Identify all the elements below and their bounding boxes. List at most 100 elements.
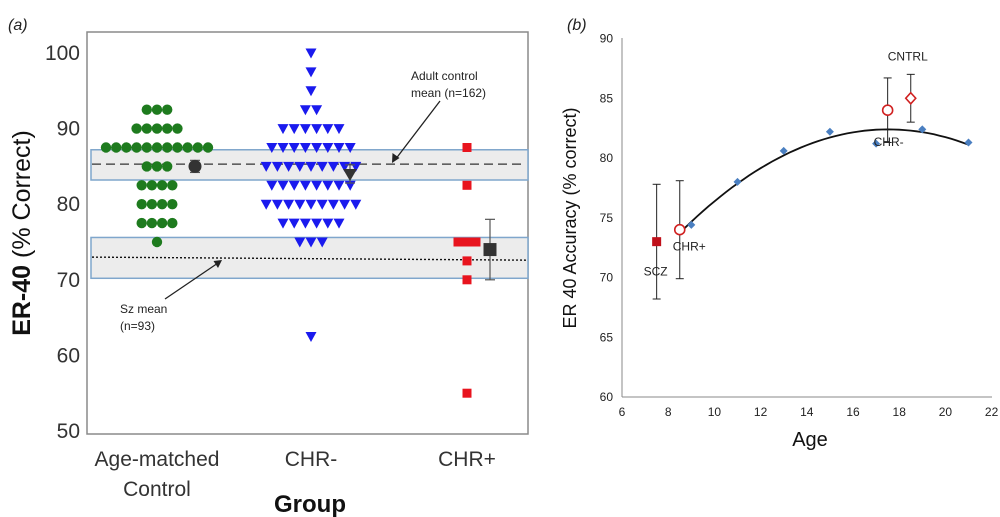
data-point: [151, 161, 163, 172]
axis-ticks: 6 8 10 12 14 16 18 20 22 60 65 70 75 80 85 90: [600, 32, 999, 420]
data-point: [131, 123, 142, 134]
group-marker: [881, 104, 894, 116]
data-point: [156, 180, 168, 191]
panel-a-plot-frame: [86, 31, 529, 435]
data-point: [283, 161, 295, 172]
data-point: [162, 123, 173, 134]
y-tick-label: 80: [600, 151, 614, 165]
data-point: [271, 199, 283, 210]
data-point: [316, 237, 328, 248]
panel-a: (a) 50 60 70 80 90 100 Age-matched Control CHR-…: [8, 17, 529, 517]
group-means: [188, 159, 497, 281]
group-marker: [673, 223, 686, 236]
data-point: [316, 161, 328, 172]
data-point: [327, 161, 339, 172]
normative-point: [733, 177, 742, 186]
group-markers: SCZ CHR+ CHR- CNTRL: [644, 49, 928, 300]
data-point: [462, 388, 472, 398]
group-label: CHR-: [874, 135, 904, 149]
y-tick-label: 85: [600, 91, 614, 105]
group-label: CHR+: [673, 240, 706, 254]
data-point: [305, 67, 317, 78]
data-point: [162, 161, 173, 172]
annotations: Adult control mean (n=162) Sz mean (n=93…: [120, 69, 486, 333]
data-point: [136, 180, 147, 191]
y-axis-label-bold: ER-40: [8, 265, 36, 336]
x-tick-label: 22: [985, 405, 999, 419]
data-point: [333, 124, 345, 135]
data-point: [288, 143, 300, 153]
data-point: [202, 142, 214, 153]
y-tick-label: 80: [57, 193, 80, 216]
sz-mean-label-line1: Sz mean: [120, 302, 167, 316]
group-marker: [904, 91, 917, 105]
data-point: [141, 142, 152, 153]
y-axis-label: ER-40 (% Correct): [8, 130, 36, 336]
sz-mean-line: [91, 256, 527, 261]
data-point: [322, 143, 334, 153]
x-tick-label: 8: [665, 405, 672, 419]
data-point: [271, 161, 283, 172]
sz-mean-arrow: [164, 262, 219, 300]
normative-point: [918, 125, 927, 134]
data-point: [172, 142, 183, 153]
data-point: [162, 142, 173, 153]
data-point: [294, 161, 306, 172]
group-marker: [652, 237, 662, 247]
data-point: [462, 143, 472, 152]
data-point: [277, 124, 289, 135]
x-tick-label: CHR-: [285, 448, 338, 471]
adult-mean-label-line2: mean (n=162): [411, 86, 486, 100]
data-point: [471, 237, 481, 247]
data-point: [462, 237, 472, 247]
data-point: [299, 124, 311, 135]
data-points: [100, 48, 481, 398]
data-point: [156, 217, 168, 229]
x-tick-label: Age-matched: [95, 448, 220, 471]
x-tick-label: 16: [846, 405, 860, 419]
x-tick-label: 6: [619, 405, 626, 419]
y-tick-label: 90: [600, 32, 614, 46]
x-tick-label: CHR+: [438, 448, 496, 471]
y-tick-label: 65: [600, 330, 614, 344]
y-axis-label: ER 40 Accuracy (% correct): [560, 107, 580, 328]
data-point: [305, 86, 317, 97]
x-tick-label: 14: [800, 405, 814, 419]
normative-point: [964, 138, 973, 147]
data-point: [151, 236, 163, 248]
data-point: [277, 180, 289, 191]
data-point: [344, 143, 356, 153]
data-point: [322, 218, 334, 229]
mean-marker: [188, 159, 202, 173]
data-point: [294, 199, 306, 210]
data-point: [146, 180, 158, 191]
data-point: [453, 237, 463, 247]
data-point: [266, 180, 278, 191]
data-point: [333, 218, 345, 229]
data-point: [141, 161, 152, 172]
data-point: [146, 217, 158, 229]
data-point: [339, 199, 351, 210]
normative-point: [687, 220, 696, 229]
x-axis-label: Group: [274, 491, 346, 517]
data-point: [156, 199, 168, 210]
data-point: [136, 217, 147, 229]
data-point: [311, 124, 323, 135]
data-point: [294, 237, 306, 248]
data-point: [151, 142, 163, 153]
data-point: [121, 142, 132, 153]
data-point: [462, 256, 472, 266]
data-point: [131, 142, 142, 153]
data-point: [162, 104, 173, 115]
panel-b-tag: (b): [567, 17, 587, 34]
data-point: [288, 124, 300, 135]
data-point: [316, 199, 328, 210]
data-point: [322, 124, 334, 135]
y-tick-label: 60: [600, 390, 614, 404]
data-point: [311, 143, 323, 153]
x-axis-label: Age: [792, 429, 828, 451]
data-point: [141, 104, 152, 115]
adult-mean-label-line1: Adult control: [411, 69, 478, 83]
y-tick-label: 50: [57, 420, 80, 443]
